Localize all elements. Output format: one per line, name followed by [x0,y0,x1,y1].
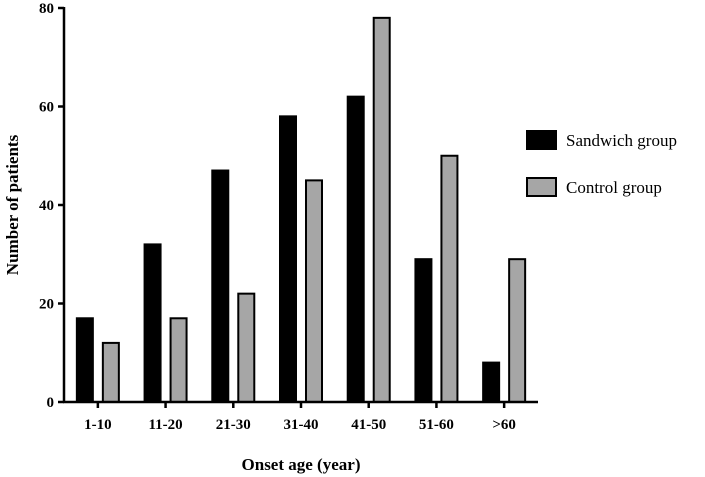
x-tick-label: 41-50 [351,417,386,433]
legend-label-1: Control group [566,178,662,197]
y-tick-label: 20 [39,297,54,313]
sandwich-bar-0 [75,317,94,403]
x-tick-label: 21-30 [216,417,251,433]
y-tick-label: 0 [47,395,55,411]
x-tick-label: 31-40 [284,417,319,433]
x-axis-title: Onset age (year) [242,455,361,474]
x-tick-label: 11-20 [148,417,182,433]
control-bar-4 [372,16,391,403]
x-tick-label: >60 [492,417,516,433]
bars [75,16,527,404]
sandwich-bar-4 [346,95,365,404]
control-bar-0 [101,341,120,403]
control-bar-3 [305,179,323,403]
control-bar-6 [508,258,527,403]
sandwich-bar-1 [143,243,162,403]
legend-swatch-1 [526,177,557,197]
control-bar-2 [237,292,256,403]
legend-swatch-0 [526,130,557,150]
x-axis-ticks: 1-10 11-20 21-30 31-40 41-50 51-60 >60 [84,402,516,433]
sandwich-bar-3 [279,115,297,403]
x-tick-label: 1-10 [84,417,112,433]
y-tick-label: 60 [39,100,54,116]
legend: Sandwich group Control group [526,130,677,197]
y-tick-label: 40 [39,198,54,214]
y-tick-label: 80 [39,1,54,17]
control-bar-1 [169,317,188,403]
y-axis-title: Number of patients [3,134,22,275]
y-axis-ticks: 0 20 40 60 80 [39,1,64,411]
x-tick-label: 51-60 [419,417,454,433]
legend-label-0: Sandwich group [566,131,677,150]
sandwich-bar-2 [211,169,230,403]
control-bar-5 [440,154,459,403]
sandwich-bar-5 [414,258,433,403]
sandwich-bar-6 [482,361,501,404]
